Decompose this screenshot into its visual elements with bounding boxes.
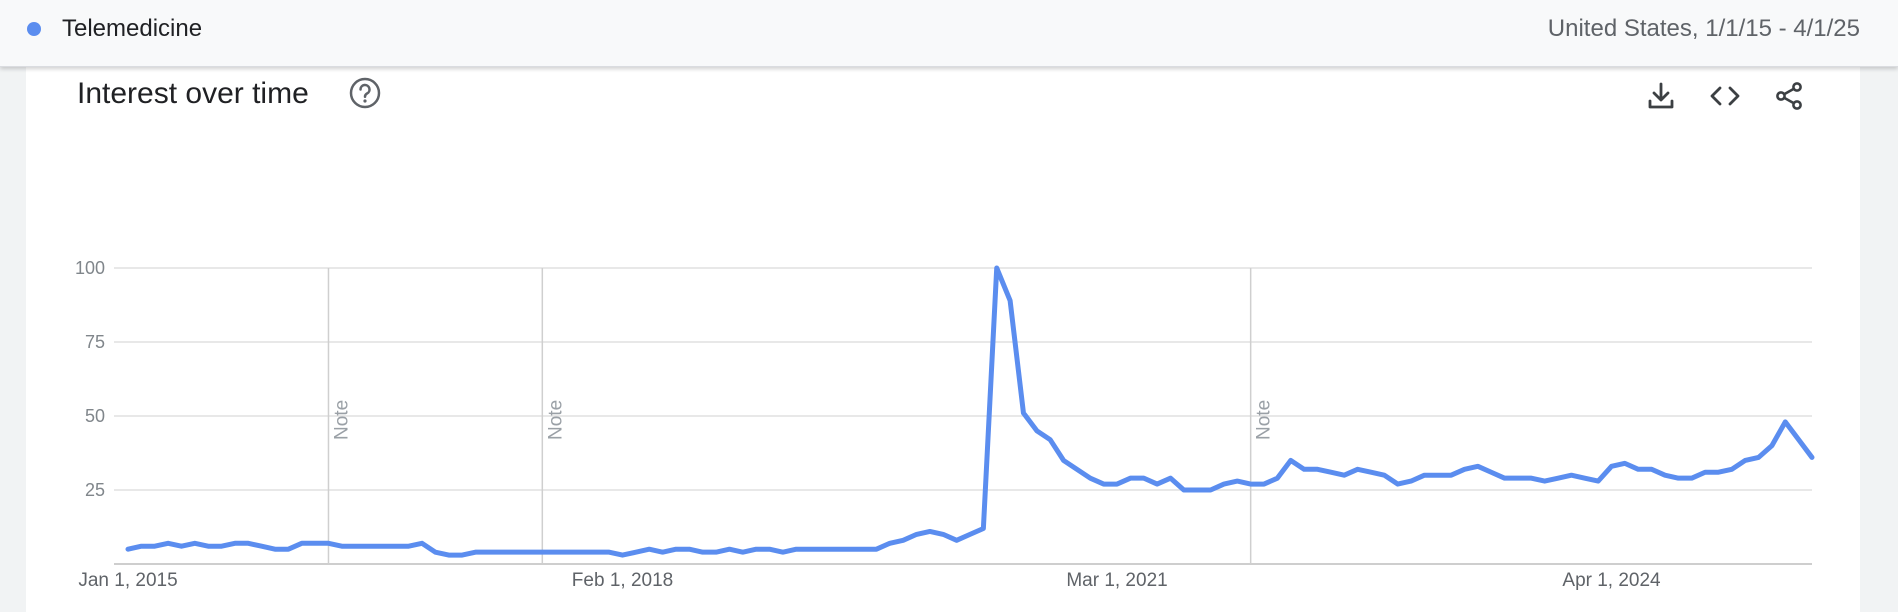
- comparison-bar: Telemedicine United States, 1/1/15 - 4/1…: [0, 0, 1898, 67]
- y-tick-label: 25: [85, 480, 105, 500]
- share-icon[interactable]: [1773, 80, 1805, 112]
- y-tick-label: 75: [85, 332, 105, 352]
- x-tick-label: Feb 1, 2018: [572, 570, 673, 591]
- series-color-dot: [27, 22, 41, 36]
- y-tick-label: 100: [75, 258, 105, 278]
- card-title: Interest over time: [77, 77, 309, 110]
- x-tick-label: Mar 1, 2021: [1066, 570, 1167, 591]
- y-tick-label: 50: [85, 406, 105, 426]
- series-line-telemedicine: [125, 265, 1815, 558]
- x-tick-label: Apr 1, 2024: [1562, 570, 1661, 591]
- note-label: Note: [545, 400, 566, 440]
- help-circle-icon[interactable]: [349, 77, 381, 109]
- interest-over-time-card: [26, 66, 1860, 612]
- note-label: Note: [331, 400, 352, 440]
- region-date-range[interactable]: United States, 1/1/15 - 4/1/25: [1547, 15, 1860, 42]
- note-label: Note: [1254, 400, 1275, 440]
- x-tick-label: Jan 1, 2015: [78, 570, 177, 591]
- search-term-label[interactable]: Telemedicine: [62, 15, 203, 42]
- download-icon[interactable]: [1645, 80, 1677, 112]
- embed-code-icon[interactable]: [1709, 80, 1741, 112]
